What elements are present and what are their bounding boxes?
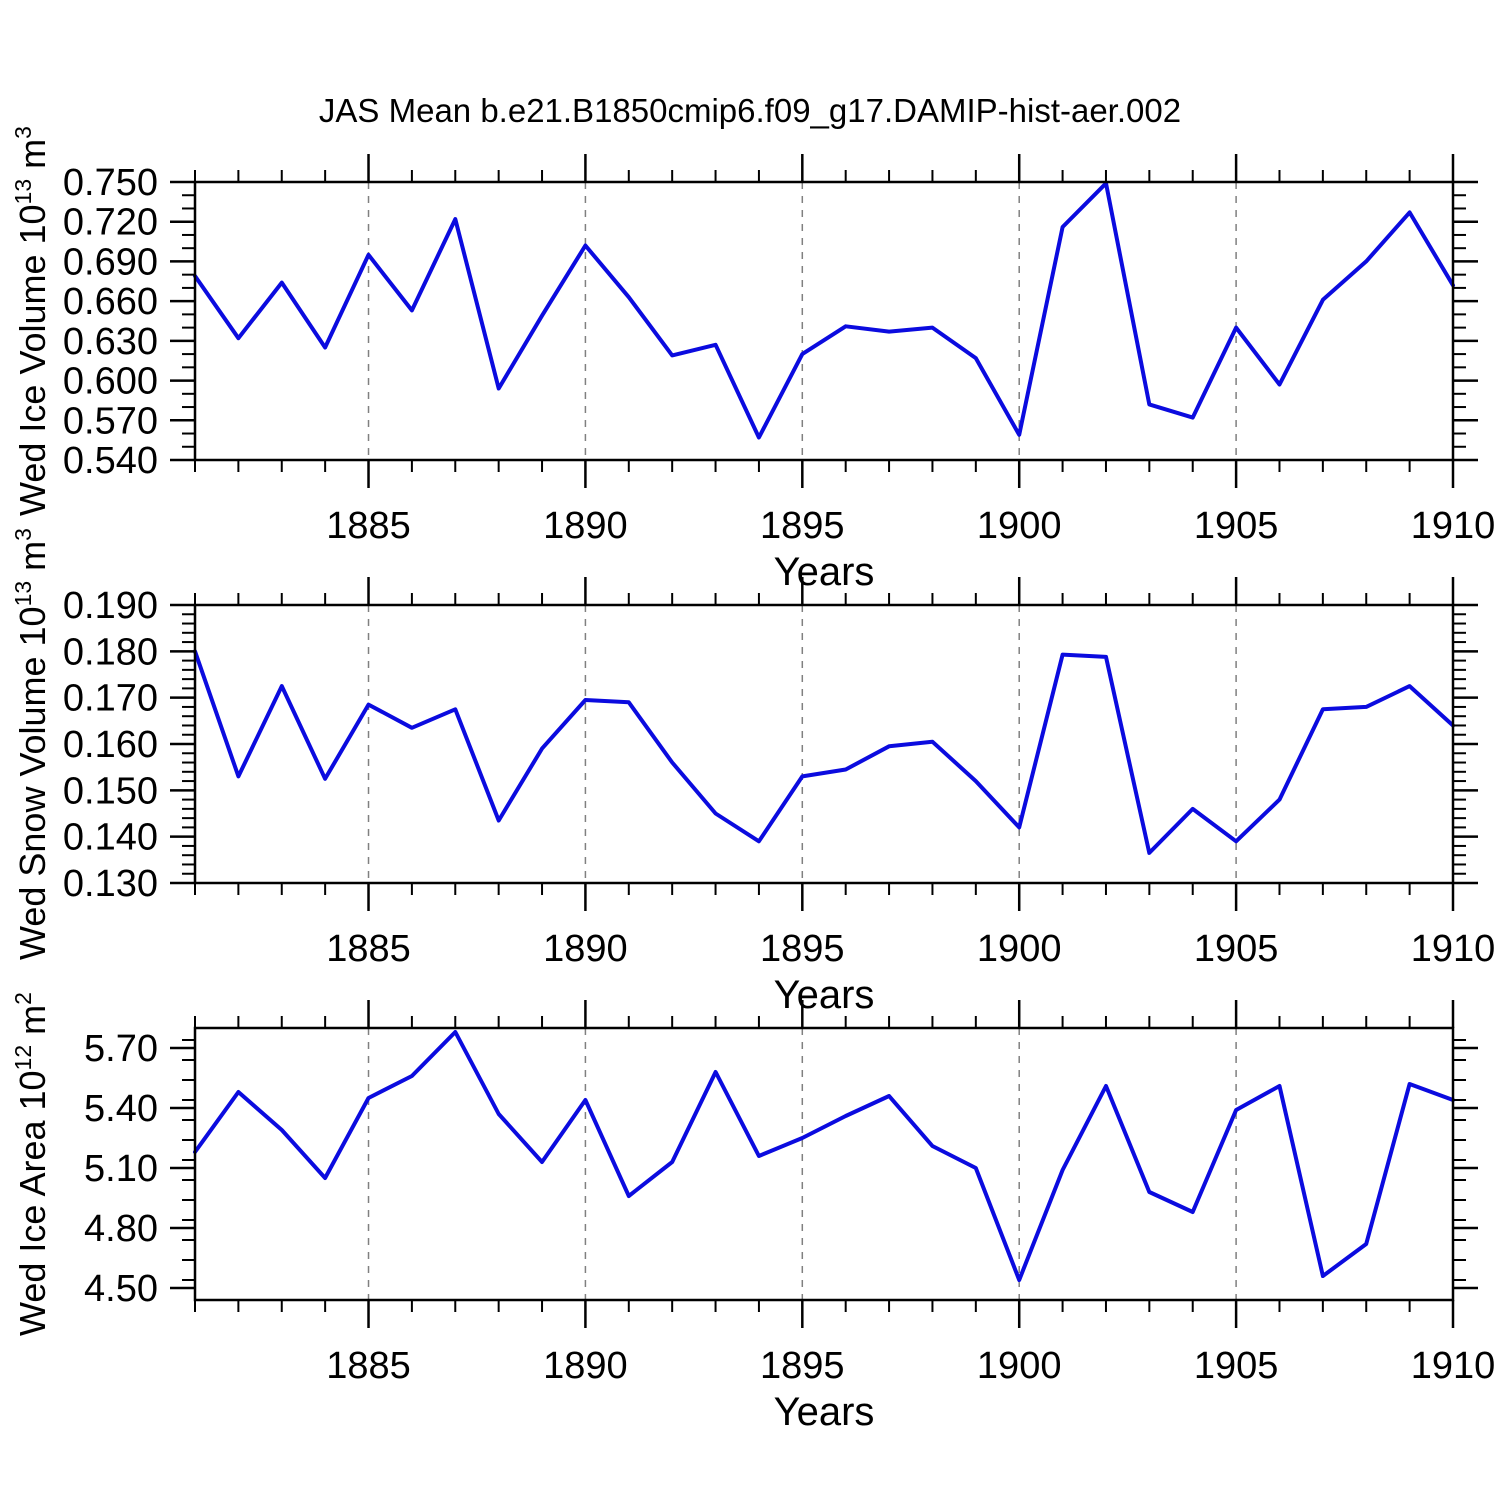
y-axis-label-superscript: 13 bbox=[10, 179, 36, 205]
y-tick-label: 0.540 bbox=[63, 440, 158, 482]
y-tick-label: 5.40 bbox=[84, 1088, 158, 1130]
y-tick-label: 0.720 bbox=[63, 202, 158, 244]
x-tick-label: 1900 bbox=[977, 1345, 1062, 1387]
y-tick-label: 5.70 bbox=[84, 1028, 158, 1070]
x-tick-labels: 1885 1890 1895 1900 1905 1910 bbox=[326, 505, 1495, 547]
y-tick-label: 4.80 bbox=[84, 1208, 158, 1250]
x-tick-label: 1895 bbox=[760, 505, 845, 547]
y-axis-label-text: Wed Ice Area 10 bbox=[12, 1070, 53, 1336]
y-tick-label: 0.750 bbox=[63, 162, 158, 204]
y-tick-label: 0.690 bbox=[63, 241, 158, 283]
x-tick-label: 1890 bbox=[543, 505, 628, 547]
x-tick-label: 1900 bbox=[977, 928, 1062, 970]
x-tick-label: 1885 bbox=[326, 505, 411, 547]
y-axis-label-text: m bbox=[12, 541, 53, 581]
x-ticks bbox=[194, 154, 1455, 488]
y-axis-label-text: m bbox=[12, 1005, 53, 1045]
panel-wed-ice-area: 4.50 4.80 5.10 5.40 5.70 1885 1890 1895 1900 1905… bbox=[10, 992, 1495, 1434]
x-tick-label: 1890 bbox=[543, 928, 628, 970]
y-tick-label: 0.150 bbox=[63, 770, 158, 812]
y-tick-label: 0.660 bbox=[63, 281, 158, 323]
x-tick-label: 1905 bbox=[1194, 1345, 1279, 1387]
y-tick-label: 5.10 bbox=[84, 1148, 158, 1190]
y-axis-label-text: m bbox=[12, 139, 53, 179]
y-tick-labels: 4.50 4.80 5.10 5.40 5.70 bbox=[84, 1028, 158, 1310]
y-axis-label: Wed Snow Volume 1013 m3 bbox=[10, 528, 53, 960]
y-tick-label: 0.600 bbox=[63, 361, 158, 403]
x-tick-label: 1885 bbox=[326, 928, 411, 970]
x-tick-labels: 1885 1890 1895 1900 1905 1910 bbox=[326, 1345, 1495, 1387]
y-tick-label: 0.130 bbox=[63, 863, 158, 905]
y-axis-label-superscript: 3 bbox=[10, 126, 36, 139]
x-tick-label: 1885 bbox=[326, 1345, 411, 1387]
y-axis-label-superscript: 12 bbox=[10, 1045, 36, 1071]
y-ticks bbox=[170, 180, 1478, 462]
gridlines bbox=[367, 1028, 1237, 1300]
y-axis-label-text: Wed Ice Volume 10 bbox=[12, 204, 53, 516]
y-axis-label-superscript: 13 bbox=[10, 581, 36, 607]
x-ticks bbox=[194, 1000, 1455, 1328]
x-tick-label: 1910 bbox=[1411, 505, 1496, 547]
y-tick-label: 0.160 bbox=[63, 724, 158, 766]
x-axis-label: Years bbox=[774, 1390, 875, 1434]
x-tick-label: 1905 bbox=[1194, 928, 1279, 970]
x-axis-label: Years bbox=[774, 973, 875, 1017]
x-axis-label: Years bbox=[774, 550, 875, 594]
plot-frame bbox=[193, 603, 1455, 885]
x-tick-labels: 1885 1890 1895 1900 1905 1910 bbox=[326, 928, 1495, 970]
plot-frame bbox=[193, 180, 1455, 462]
y-ticks bbox=[170, 1039, 1478, 1290]
x-tick-label: 1900 bbox=[977, 505, 1062, 547]
x-tick-label: 1890 bbox=[543, 1345, 628, 1387]
y-tick-label: 4.50 bbox=[84, 1268, 158, 1310]
chart-title: JAS Mean b.e21.B1850cmip6.f09_g17.DAMIP-… bbox=[318, 92, 1182, 129]
y-tick-label: 0.170 bbox=[63, 678, 158, 720]
y-tick-label: 0.190 bbox=[63, 585, 158, 627]
y-axis-label-superscript: 3 bbox=[10, 528, 36, 541]
y-tick-label: 0.570 bbox=[63, 400, 158, 442]
y-axis-label: Wed Ice Area 1012 m2 bbox=[10, 992, 53, 1336]
y-tick-label: 0.140 bbox=[63, 817, 158, 859]
x-tick-label: 1910 bbox=[1411, 1345, 1496, 1387]
gridlines bbox=[367, 605, 1237, 883]
y-tick-label: 0.630 bbox=[63, 321, 158, 363]
y-axis-label-superscript: 2 bbox=[10, 992, 36, 1005]
data-series-line bbox=[193, 649, 1455, 855]
gridlines bbox=[367, 182, 1237, 460]
x-tick-label: 1905 bbox=[1194, 505, 1279, 547]
y-tick-label: 0.180 bbox=[63, 631, 158, 673]
y-ticks bbox=[170, 603, 1478, 885]
data-series-line bbox=[193, 1030, 1455, 1282]
data-series-line bbox=[193, 181, 1455, 440]
y-axis-label: Wed Ice Volume 1013 m3 bbox=[10, 126, 53, 516]
y-axis-label-text: Wed Snow Volume 10 bbox=[12, 606, 53, 960]
plot-frame bbox=[193, 1026, 1455, 1302]
x-tick-label: 1895 bbox=[760, 928, 845, 970]
x-tick-label: 1895 bbox=[760, 1345, 845, 1387]
panel-wed-ice-volume: 0.5400.5700.6000.6300.6600.6900.7200.750… bbox=[10, 126, 1495, 594]
x-ticks bbox=[194, 577, 1455, 911]
x-tick-label: 1910 bbox=[1411, 928, 1496, 970]
